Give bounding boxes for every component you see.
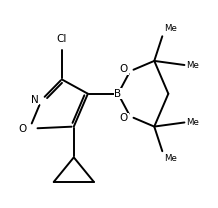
Text: Me: Me	[186, 61, 199, 69]
Text: B: B	[114, 89, 122, 99]
Text: O: O	[120, 64, 128, 74]
Text: Cl: Cl	[56, 35, 67, 45]
Text: O: O	[120, 113, 128, 123]
Text: Me: Me	[186, 118, 199, 127]
Text: O: O	[18, 124, 27, 134]
Text: Me: Me	[164, 24, 177, 33]
Text: Me: Me	[164, 154, 177, 163]
Text: N: N	[31, 95, 39, 105]
